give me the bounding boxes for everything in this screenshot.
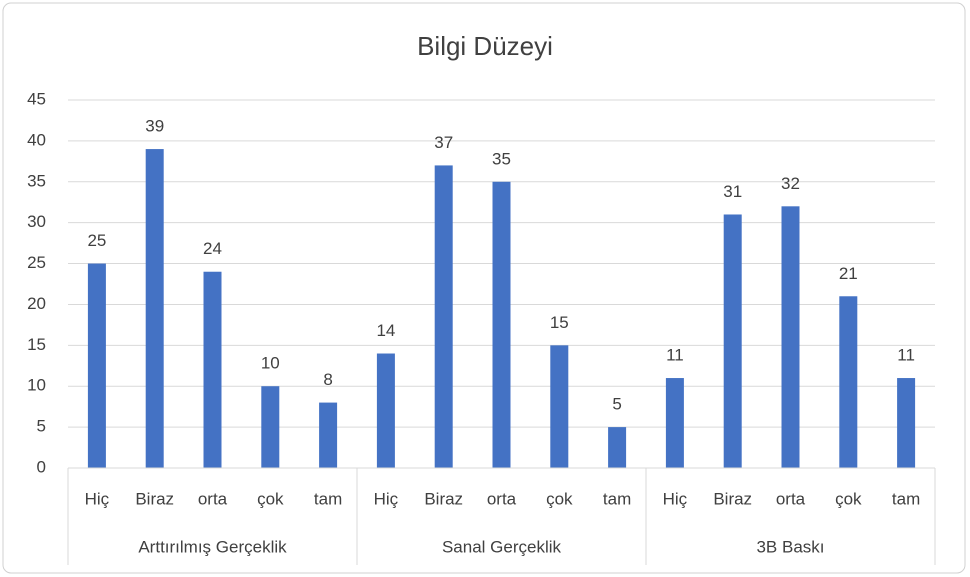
chart-title: Bilgi Düzeyi: [417, 31, 553, 61]
x-tick-label: Biraz: [424, 489, 463, 508]
x-tick-label: Biraz: [135, 489, 174, 508]
bar: [203, 271, 222, 468]
bar: [145, 149, 164, 469]
y-tick-label: 45: [27, 89, 46, 108]
x-tick-label: Biraz: [713, 489, 752, 508]
bar: [376, 353, 395, 468]
x-tick-label: tam: [603, 489, 631, 508]
bar: [665, 378, 684, 468]
data-label: 24: [203, 239, 222, 258]
y-tick-label: 35: [27, 171, 46, 190]
bar: [897, 378, 916, 468]
x-tick-label: çok: [546, 489, 573, 508]
data-label: 32: [781, 174, 800, 193]
bar: [434, 165, 453, 468]
group-label: 3B Baskı: [756, 537, 824, 556]
data-label: 11: [897, 346, 915, 365]
bar: [839, 296, 858, 468]
y-tick-label: 0: [37, 457, 46, 476]
group-label: Arttırılmış Gerçeklik: [138, 537, 287, 556]
data-label: 11: [666, 346, 684, 365]
bar: [723, 214, 742, 468]
y-tick-label: 5: [37, 417, 46, 436]
x-tick-label: Hiç: [374, 489, 399, 508]
data-label: 21: [839, 264, 858, 283]
bar: [781, 206, 800, 469]
data-label: 25: [87, 231, 106, 250]
data-label: 14: [376, 321, 395, 340]
x-tick-label: Hiç: [663, 489, 688, 508]
data-label: 10: [261, 354, 280, 373]
data-label: 39: [145, 117, 164, 136]
bar: [550, 345, 569, 468]
data-label: 37: [434, 133, 453, 152]
y-tick-label: 25: [27, 253, 46, 272]
x-tick-label: orta: [487, 489, 517, 508]
bar: [319, 402, 338, 468]
x-tick-label: tam: [892, 489, 920, 508]
y-tick-label: 15: [27, 335, 46, 354]
x-tick-label: çok: [257, 489, 284, 508]
bar: [261, 386, 280, 468]
x-tick-label: orta: [198, 489, 228, 508]
y-tick-label: 10: [27, 376, 46, 395]
x-tick-label: Hiç: [85, 489, 110, 508]
x-tick-label: tam: [314, 489, 342, 508]
bar: [87, 263, 106, 468]
data-label: 15: [550, 313, 569, 332]
data-label: 5: [612, 395, 621, 414]
x-tick-label: orta: [776, 489, 806, 508]
bar: [492, 181, 511, 468]
x-tick-label: çok: [835, 489, 862, 508]
bar: [608, 427, 627, 468]
data-label: 8: [323, 370, 332, 389]
data-label: 35: [492, 149, 511, 168]
y-tick-label: 40: [27, 130, 46, 149]
group-label: Sanal Gerçeklik: [442, 537, 562, 556]
y-tick-label: 30: [27, 212, 46, 231]
y-tick-label: 20: [27, 294, 46, 313]
data-label: 31: [723, 182, 742, 201]
